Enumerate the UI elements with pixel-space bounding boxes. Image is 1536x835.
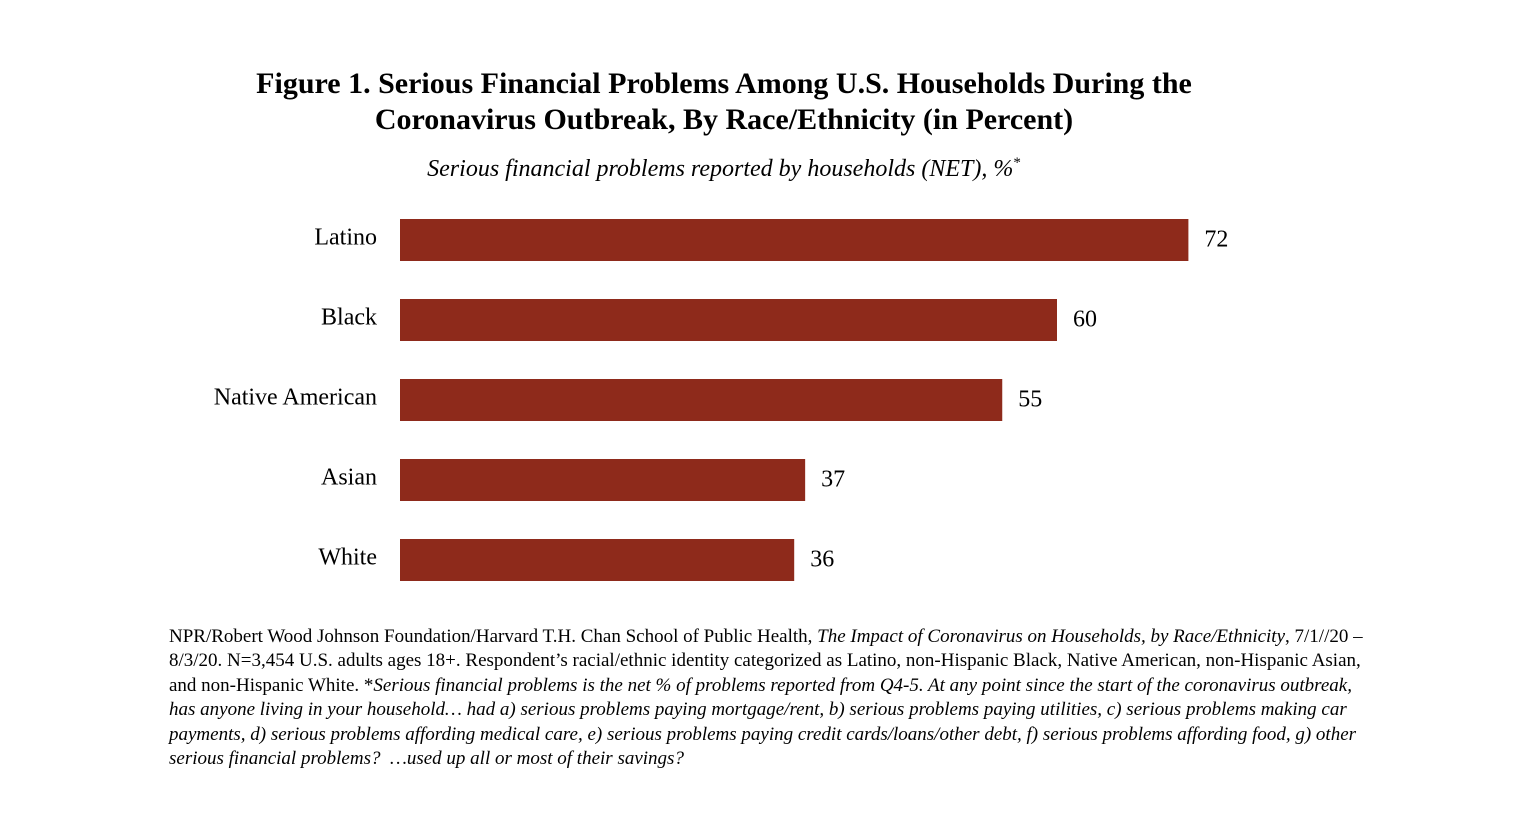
category-label: White (318, 545, 377, 571)
bar (400, 299, 1057, 341)
subtitle-text: Serious financial problems reported by h… (427, 156, 1014, 182)
category-label: Asian (321, 465, 377, 491)
subtitle-mark: * (1013, 155, 1021, 171)
category-label: Black (321, 305, 377, 331)
footnote-segment: The Impact of Coronavirus on Households,… (817, 626, 1286, 647)
value-label: 60 (1073, 307, 1097, 333)
chart-subtitle: Serious financial problems reported by h… (224, 155, 1224, 183)
chart-title: Figure 1. Serious Financial Problems Amo… (256, 67, 1192, 136)
category-label: Native American (214, 385, 377, 411)
bar (400, 379, 1003, 421)
value-label: 55 (1018, 387, 1042, 413)
value-label: 36 (810, 547, 834, 573)
footnote-segment: Serious financial problems is the net % … (169, 674, 1361, 770)
bar (400, 539, 795, 581)
footnote: NPR/Robert Wood Johnson Foundation/Harva… (169, 625, 1379, 771)
value-label: 37 (821, 467, 845, 493)
bar (400, 219, 1189, 261)
footnote-segment: , 7/1//20 – 8/3/20. N=3,454 U.S. adults … (169, 626, 1368, 696)
bar (400, 459, 806, 501)
category-label: Latino (314, 225, 377, 251)
value-label: 72 (1204, 227, 1228, 253)
footnote-segment: NPR/Robert Wood Johnson Foundation/Harva… (169, 626, 818, 647)
